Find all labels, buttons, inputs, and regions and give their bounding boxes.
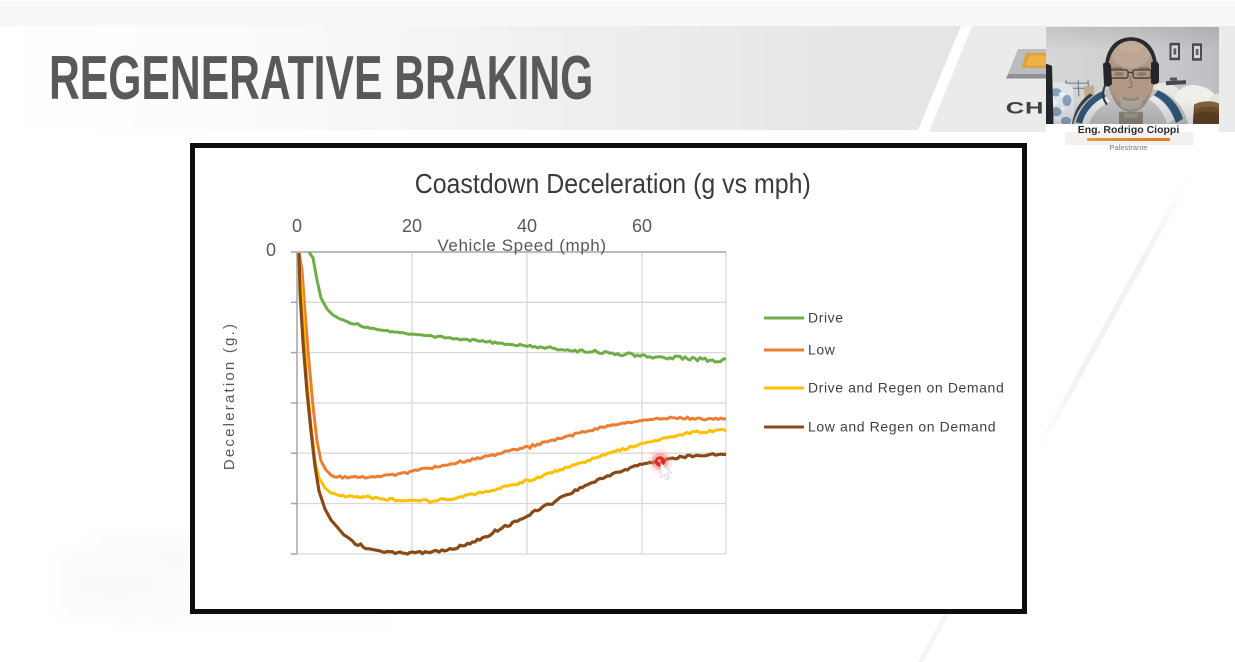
svg-text:40: 40: [517, 216, 537, 236]
svg-text:60: 60: [632, 216, 652, 236]
svg-text:Deceleration (g.): Deceleration (g.): [221, 322, 238, 470]
svg-text:Vehicle Speed (mph): Vehicle Speed (mph): [437, 236, 606, 255]
svg-text:0: 0: [266, 240, 276, 260]
svg-text:20: 20: [402, 216, 422, 236]
svg-text:0: 0: [292, 216, 302, 236]
svg-text:Low: Low: [808, 342, 836, 358]
svg-text:Coastdown Deceleration (g vs m: Coastdown Deceleration (g vs mph): [415, 168, 811, 200]
svg-text:Drive and Regen on Demand: Drive and Regen on Demand: [808, 380, 1004, 396]
svg-text:CH: CH: [1006, 99, 1044, 117]
svg-text:Low and Regen on Demand: Low and Regen on Demand: [808, 419, 996, 435]
svg-text:Drive: Drive: [808, 310, 844, 326]
